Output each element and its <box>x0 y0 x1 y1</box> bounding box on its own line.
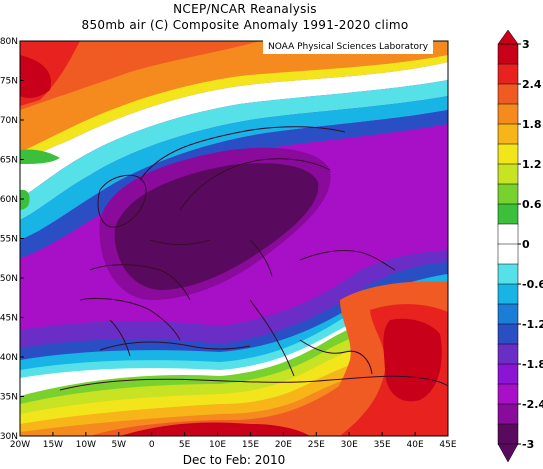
colorbar-cell <box>497 83 519 105</box>
lat-label: 35N <box>0 393 18 403</box>
lat-label: 65N <box>0 156 18 166</box>
colorbar-labels: 3 2.4 1.8 1.2 0.6 0 -0.6 -1.2 -1.8 -2.4 -3 <box>522 38 543 451</box>
colorbar-ticks <box>518 43 521 445</box>
lon-label: 25E <box>308 440 325 450</box>
anomaly-field <box>20 41 448 436</box>
lat-label: 55N <box>0 235 18 245</box>
lon-label: 10W <box>76 440 96 450</box>
lon-label: 5W <box>111 440 126 450</box>
colorbar-cells <box>497 29 519 463</box>
colorbar-top-arrow <box>497 29 519 45</box>
lon-label: 40E <box>407 440 424 450</box>
colorbar-label: 3 <box>522 38 530 51</box>
colorbar-cell <box>497 183 519 205</box>
colorbar-cell <box>497 423 519 445</box>
coastlines <box>59 126 448 391</box>
colorbar-cell <box>497 343 519 365</box>
colorbar-cell <box>497 63 519 85</box>
colorbar-cell <box>497 403 519 425</box>
lat-label: 45N <box>0 314 18 324</box>
colorbar-label: -1.8 <box>522 358 543 371</box>
lat-ticks <box>20 40 24 437</box>
colorbar-cell <box>497 123 519 145</box>
colorbar-cell <box>497 43 519 65</box>
lon-label: 15W <box>43 440 63 450</box>
colorbar-cell <box>497 383 519 405</box>
credit-label: NOAA Physical Sciences Laboratory <box>263 40 434 54</box>
chart-subtitle: 850mb air (C) Composite Anomaly 1991-202… <box>81 18 409 32</box>
colorbar-label: -0.6 <box>522 278 543 291</box>
colorbar-cell <box>497 303 519 325</box>
colorbar-cell <box>497 203 519 225</box>
colorbar-label: 2.4 <box>522 78 542 91</box>
lat-label: 60N <box>0 195 18 205</box>
colorbar-label: -3 <box>522 438 534 451</box>
lon-label: 20E <box>275 440 292 450</box>
colorbar-cell <box>497 283 519 305</box>
colorbar-cell <box>497 263 519 285</box>
colorbar-bottom-arrow <box>497 443 519 463</box>
colorbar-cell <box>497 323 519 345</box>
lat-label: 50N <box>0 274 18 284</box>
colorbar-cell <box>497 223 519 245</box>
colorbar-cell <box>497 143 519 165</box>
lon-label: 35E <box>374 440 391 450</box>
lon-label: 5E <box>179 440 191 450</box>
lon-label: 10E <box>209 440 226 450</box>
lat-label: 70N <box>0 116 18 126</box>
colorbar-label: 1.8 <box>522 118 542 131</box>
colorbar-cell <box>497 103 519 125</box>
colorbar-label: 1.2 <box>522 158 542 171</box>
lat-labels: 80N 75N 70N 65N 60N 55N 50N 45N 40N 35N 30N <box>0 37 18 442</box>
lon-label: 45E <box>439 440 456 450</box>
colorbar-label: -1.2 <box>522 318 543 331</box>
colorbar-label: -2.4 <box>522 398 543 411</box>
colorbar-cell <box>497 163 519 185</box>
lon-ticks <box>19 432 449 436</box>
colorbar-label: 0.6 <box>522 198 542 211</box>
season-label: Dec to Feb: 2010 <box>182 453 286 467</box>
lon-label: 30E <box>341 440 358 450</box>
lon-label: 20W <box>10 440 30 450</box>
lat-label: 80N <box>0 37 18 47</box>
lon-labels: 20W 15W 10W 5W 0 5E 10E 15E 20E 25E 30E 35E 40E 45E <box>10 440 457 450</box>
lon-label: 0 <box>149 440 155 450</box>
lon-label: 15E <box>242 440 259 450</box>
colorbar-cell <box>497 243 519 265</box>
lat-label: 40N <box>0 353 18 363</box>
colorbar-label: 0 <box>522 238 530 251</box>
lat-label: 30N <box>0 432 18 442</box>
lat-label: 75N <box>0 77 18 87</box>
colorbar-cell <box>497 363 519 385</box>
chart-title: NCEP/NCAR Reanalysis <box>173 2 317 16</box>
